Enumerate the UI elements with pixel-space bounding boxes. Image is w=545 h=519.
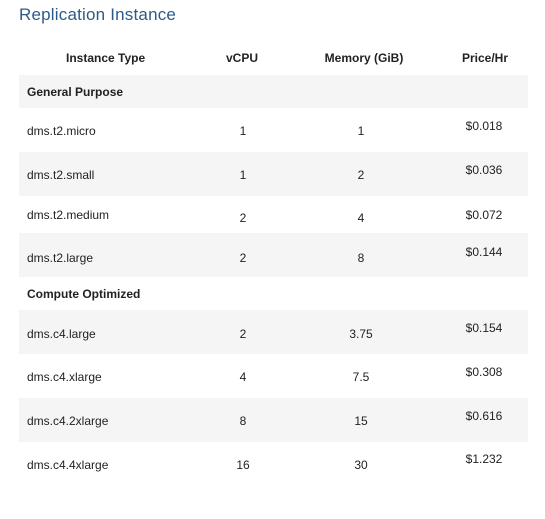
vcpu-cell: 8: [239, 414, 247, 428]
table-row: dms.c4.2xlarge 8 15 $0.616: [19, 398, 528, 442]
memory-cell: 1: [357, 124, 365, 138]
memory-cell: 7.5: [352, 370, 370, 384]
memory-cell: 8: [357, 251, 365, 265]
vcpu-cell: 2: [239, 251, 247, 265]
price-cell: $0.308: [465, 365, 503, 379]
memory-cell: 3.75: [349, 327, 373, 341]
page-title: Replication Instance: [19, 5, 177, 24]
instance-type-cell: dms.t2.large: [27, 251, 94, 265]
memory-cell: 30: [354, 458, 368, 472]
instance-type-cell: dms.t2.medium: [27, 208, 110, 222]
price-cell: $0.018: [465, 119, 503, 133]
vcpu-cell: 2: [239, 327, 247, 341]
table-row: dms.t2.medium 2 4 $0.072: [19, 196, 528, 233]
column-header-vcpu: vCPU: [225, 51, 258, 65]
price-cell: $0.154: [465, 321, 503, 335]
column-header-price: Price/Hr: [461, 51, 509, 65]
pricing-table: Instance Type vCPU Memory (GiB) Price/Hr…: [19, 38, 528, 486]
instance-type-cell: dms.t2.micro: [27, 124, 96, 138]
section-label: Compute Optimized: [27, 287, 141, 301]
memory-cell: 4: [357, 211, 365, 225]
vcpu-cell: 1: [239, 124, 247, 138]
section-label: General Purpose: [27, 85, 124, 99]
vcpu-cell: 1: [239, 168, 247, 182]
instance-type-cell: dms.c4.xlarge: [27, 370, 102, 384]
table-row: dms.t2.large 2 8 $0.144: [19, 233, 528, 277]
section-header-compute-optimized: Compute Optimized: [19, 277, 528, 310]
price-cell: $0.072: [465, 208, 503, 222]
price-cell: $0.144: [465, 245, 503, 259]
table-row: dms.c4.4xlarge 16 30 $1.232: [19, 442, 528, 486]
column-header-instance-type: Instance Type: [66, 51, 146, 65]
instance-type-cell: dms.c4.large: [27, 327, 96, 341]
table-row: dms.c4.xlarge 4 7.5 $0.308: [19, 354, 528, 398]
vcpu-cell: 4: [239, 370, 247, 384]
column-header-memory: Memory (GiB): [324, 51, 404, 65]
instance-type-cell: dms.t2.small: [27, 168, 95, 182]
price-cell: $1.232: [465, 452, 503, 466]
instance-type-cell: dms.c4.4xlarge: [27, 458, 109, 472]
memory-cell: 2: [357, 168, 365, 182]
memory-cell: 15: [354, 414, 368, 428]
section-header-general-purpose: General Purpose: [19, 75, 528, 108]
table-header: Instance Type vCPU Memory (GiB) Price/Hr: [19, 38, 528, 75]
instance-type-cell: dms.c4.2xlarge: [27, 414, 109, 428]
table-row: dms.t2.small 1 2 $0.036: [19, 152, 528, 196]
vcpu-cell: 2: [239, 211, 247, 225]
price-cell: $0.616: [465, 409, 503, 423]
vcpu-cell: 16: [236, 458, 250, 472]
table-row: dms.t2.micro 1 1 $0.018: [19, 108, 528, 152]
table-row: dms.c4.large 2 3.75 $0.154: [19, 310, 528, 354]
price-cell: $0.036: [465, 163, 503, 177]
